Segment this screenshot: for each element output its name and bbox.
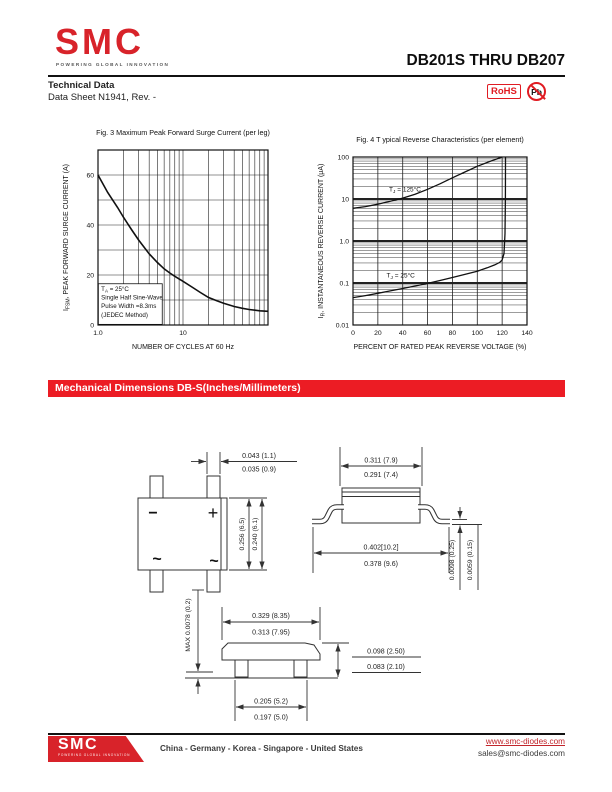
dim-lead-span-min: 0.378 (9.6) (364, 561, 398, 568)
sideview-drawing (341, 487, 421, 524)
ac-mark-1: ~ (152, 551, 161, 568)
svg-text:40: 40 (399, 330, 407, 337)
dim-lead-span-max: 0.402[10.2] (363, 545, 398, 552)
smc-logo: SMC (55, 21, 144, 62)
footer-logo-tagline: POWERING GLOBAL INNOVATION (58, 753, 131, 757)
endview-pin-pitch-dim (234, 680, 308, 721)
svg-text:60: 60 (86, 172, 94, 179)
surge-current-chart: 1.0 10 0 20 40 60 Fig. 3 Maximum Peak Forward … (63, 128, 270, 351)
sideview-lead-thickness-dim (452, 507, 482, 590)
footer-website-link[interactable]: www.smc-diodes.com (485, 737, 565, 746)
topview-drawing (137, 475, 228, 593)
topview-polarity-marks: − + ~ ~ (148, 503, 218, 570)
svg-text:0.01: 0.01 (336, 322, 349, 329)
svg-text:20: 20 (86, 272, 94, 279)
svg-text:40: 40 (86, 222, 94, 229)
dim-end-body-width-max: 0.329 (8.35) (252, 613, 290, 620)
minus-mark: − (148, 505, 157, 522)
dim-pin-pitch-min: 0.197 (5.0) (254, 715, 288, 722)
svg-text:10: 10 (341, 196, 349, 203)
svg-text:TJ = 125°C: TJ = 125°C (389, 186, 421, 195)
dim-body-height-min: 0.240 (6.1) (252, 518, 259, 551)
sideview-lead-span-dim (312, 527, 450, 573)
svg-text:Fig. 3 Maximum Peak Forward Su: Fig. 3 Maximum Peak Forward Surge Curren… (96, 128, 270, 137)
svg-text:100: 100 (472, 330, 484, 337)
svg-text:100: 100 (338, 154, 350, 161)
svg-text:0: 0 (90, 322, 94, 329)
footer-logo: SMC POWERING GLOBAL INNOVATION (48, 736, 144, 762)
pb-free-badge: Pb (527, 82, 547, 101)
svg-text:IR, INSTANTANEOUS REVERSE CURR: IR, INSTANTANEOUS REVERSE CURRENT (μA) (318, 164, 327, 319)
svg-text:(JEDEC Method): (JEDEC Method) (101, 312, 148, 319)
dim-pin-pitch-max: 0.205 (5.2) (254, 699, 288, 706)
doc-type: Technical Data (48, 80, 115, 91)
svg-text:IFSM, PEAK FORWARD SURGE CURRE: IFSM, PEAK FORWARD SURGE CURRENT (A) (63, 164, 72, 311)
topview-body-height-dim (229, 497, 267, 571)
svg-text:Pulse Width =8.3ms: Pulse Width =8.3ms (101, 303, 156, 310)
rohs-badge: RoHS (487, 84, 521, 99)
svg-text:0: 0 (351, 330, 355, 337)
svg-text:1.0: 1.0 (340, 238, 350, 245)
mechanical-drawing: − + ~ ~ 0.043 (1.1) 0.035 (0.9) 0.256 (6… (137, 447, 482, 722)
dim-side-body-width-min: 0.291 (7.4) (364, 472, 398, 479)
reverse-characteristics-chart: 0 20 40 60 80 100 120 140 100 10 1.0 0.1 0.01 Fig. 4 … (318, 135, 533, 351)
footer-rule (48, 733, 565, 735)
svg-text:0.1: 0.1 (340, 280, 350, 287)
topview-pin-width-dim (191, 452, 297, 474)
dim-pin-width-min: 0.035 (0.9) (242, 467, 276, 474)
svg-text:Fig. 4 T ypical Reverse Charac: Fig. 4 T ypical Reverse Characteristics … (356, 135, 524, 144)
doc-number: Data Sheet N1941, Rev. - (48, 92, 157, 103)
svg-text:10: 10 (179, 330, 187, 337)
ac-mark-2: ~ (209, 553, 218, 570)
endview-drawing (185, 642, 338, 679)
svg-text:TJ = 25°C: TJ = 25°C (387, 272, 416, 281)
svg-text:60: 60 (424, 330, 432, 337)
dim-lead-thickness-max: 0.0098 (0.25) (449, 540, 456, 580)
dim-pin-width-max: 0.043 (1.1) (242, 453, 276, 460)
svg-text:80: 80 (449, 330, 457, 337)
endview-body-width-dim (221, 607, 321, 640)
dim-lead-thickness-min: 0.0059 (0.15) (467, 540, 474, 580)
svg-text:TA = 25°C: TA = 25°C (101, 286, 129, 293)
svg-text:Single Half Sine-Wave: Single Half Sine-Wave (101, 295, 163, 302)
mech-dimensions-banner: Mechanical Dimensions DB-S(Inches/Millim… (48, 380, 565, 397)
svg-text:20: 20 (374, 330, 382, 337)
svg-text:1.0: 1.0 (93, 330, 103, 337)
dim-end-body-width-min: 0.313 (7.95) (252, 630, 290, 637)
endview-standoff-dim (186, 589, 213, 694)
smc-logo-tagline: POWERING GLOBAL INNOVATION (56, 62, 170, 67)
sideview-body-width-dim (339, 447, 423, 486)
dim-height-min: 0.083 (2.10) (367, 664, 405, 671)
svg-text:140: 140 (521, 330, 533, 337)
page-title: DB201S THRU DB207 (406, 52, 566, 69)
svg-text:PERCENT OF RATED PEAK REVERSE: PERCENT OF RATED PEAK REVERSE VOLTAGE (%… (354, 344, 527, 351)
svg-text:120: 120 (496, 330, 508, 337)
footer-regions: China - Germany - Korea - Singapore - Un… (160, 744, 363, 753)
footer-email-link[interactable]: sales@smc-diodes.com (477, 749, 565, 758)
dim-body-height-max: 0.256 (6.5) (239, 518, 246, 551)
dim-side-body-width-max: 0.311 (7.9) (364, 458, 397, 465)
dim-height-max: 0.098 (2.50) (367, 649, 405, 656)
endview-height-dim (322, 642, 421, 677)
dim-standoff-max: MAX 0.0078 (0.2) (185, 598, 192, 651)
footer-logo-text: SMC (58, 736, 99, 753)
plus-mark: + (208, 503, 219, 523)
sideview-leads (312, 504, 450, 525)
header-rule (48, 75, 565, 77)
svg-text:NUMBER OF CYCLES AT 60 Hz: NUMBER OF CYCLES AT 60 Hz (132, 344, 235, 351)
